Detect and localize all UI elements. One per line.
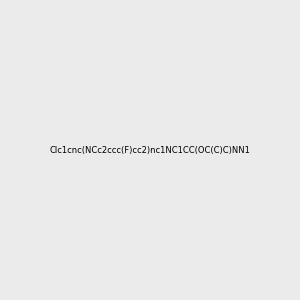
Text: Clc1cnc(NCc2ccc(F)cc2)nc1NC1CC(OC(C)C)NN1: Clc1cnc(NCc2ccc(F)cc2)nc1NC1CC(OC(C)C)NN… bbox=[50, 146, 250, 154]
